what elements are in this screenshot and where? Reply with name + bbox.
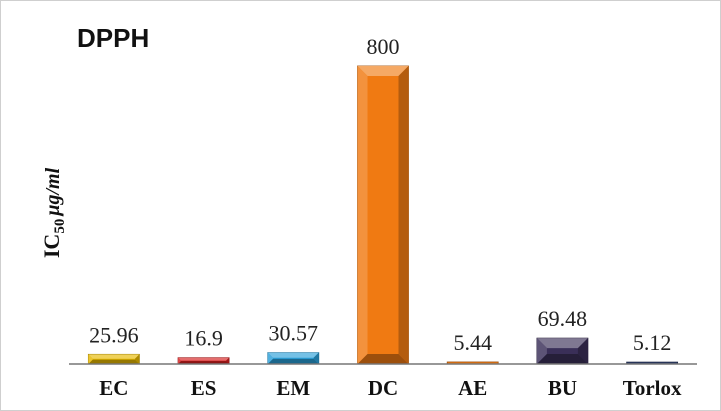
bar-bevel-right [226,357,230,364]
bars [87,65,679,365]
value-label-ae: 5.44 [453,330,492,355]
category-label-dc: DC [368,376,398,400]
value-label-bu: 69.48 [538,306,588,331]
bar-em [267,352,320,365]
y-axis-label: IC50 μg/ml [39,167,68,258]
bar-bevel-right [577,338,588,364]
bar-bu [536,337,589,365]
bar-es [177,357,230,365]
category-label-ec: EC [99,376,128,400]
bar-bevel-left [178,357,181,364]
category-label-bu: BU [548,376,577,400]
value-label-ec: 25.96 [89,322,139,347]
y-axis-label-subscript: 50 [52,219,68,234]
bar-bevel-right [134,354,140,364]
bar-bevel-top [357,66,409,76]
bar-bevel-right [313,352,319,364]
bar-bevel-right [398,66,409,364]
bar-bevel-bottom [357,354,409,364]
bar-bevel-left [88,354,93,364]
bar-bevel-bottom [536,354,588,364]
category-labels: EC ES EM DC AE BU Torlox [99,376,682,400]
value-label-es: 16.9 [184,326,223,351]
y-axis-label-main: IC [39,234,64,258]
chart-title: DPPH [77,23,149,53]
value-label-torlox: 5.12 [633,330,672,355]
y-axis-label-unit: μg/ml [42,167,64,216]
bar-bevel-left [267,352,273,364]
bar-bevel-top [536,338,588,349]
bar-bevel-top [267,352,319,358]
category-label-es: ES [191,376,217,400]
value-label-em: 30.57 [269,321,319,346]
value-labels: 25.96 16.9 30.57 800 5.44 69.48 5.12 [89,34,671,355]
bar-bevel-top [178,357,230,361]
bar-bevel-bottom [88,359,140,364]
bar-bevel-top [88,354,140,359]
bar-ec [87,353,140,365]
category-label-em: EM [276,376,310,400]
bar-bevel-bottom [267,358,319,364]
bar-dc [357,65,409,365]
bar-bevel-left [357,66,368,364]
svg-text:IC50μg/ml: IC50 μg/ml [39,167,68,258]
category-label-ae: AE [458,376,487,400]
category-label-torlox: Torlox [623,376,682,400]
bar-bevel-left [536,338,547,364]
value-label-dc: 800 [367,34,400,59]
